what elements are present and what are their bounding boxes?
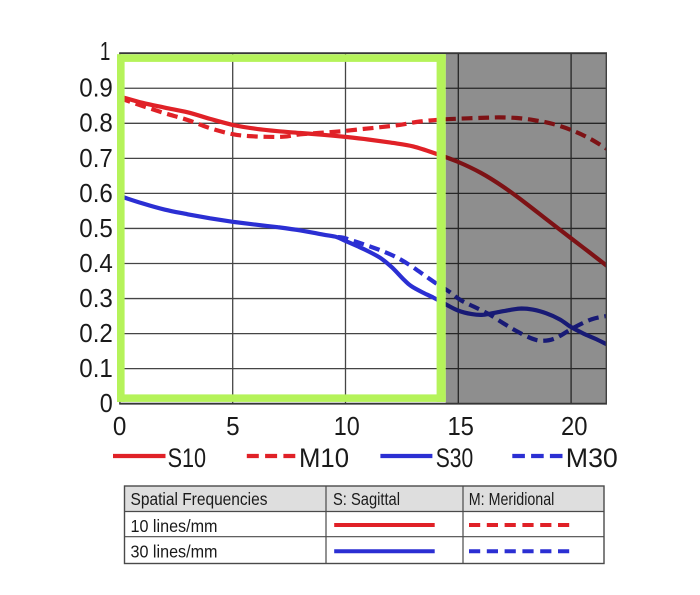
svg-text:15: 15 [447,411,474,441]
svg-text:0.9: 0.9 [79,73,113,103]
svg-text:10 lines/mm: 10 lines/mm [131,516,218,536]
svg-text:Spatial Frequencies: Spatial Frequencies [131,489,268,509]
svg-text:0.8: 0.8 [79,108,113,138]
svg-text:M10: M10 [299,442,349,473]
svg-text:0.4: 0.4 [79,248,113,278]
svg-text:20: 20 [561,411,588,441]
svg-text:5: 5 [226,411,240,441]
svg-text:0: 0 [100,388,113,418]
svg-text:M30: M30 [566,442,618,473]
svg-text:S10: S10 [168,442,207,473]
svg-text:S30: S30 [436,442,474,473]
svg-text:0.2: 0.2 [79,318,113,348]
svg-text:S: Sagittal: S: Sagittal [333,489,400,509]
svg-text:30 lines/mm: 30 lines/mm [131,541,218,561]
svg-text:0.6: 0.6 [79,178,113,208]
svg-text:0: 0 [113,411,127,441]
svg-text:0.7: 0.7 [79,143,113,173]
svg-text:0.5: 0.5 [79,213,113,243]
svg-text:M: Meridional: M: Meridional [469,489,555,509]
svg-text:10: 10 [334,411,360,441]
svg-text:1: 1 [100,36,111,66]
svg-text:0.1: 0.1 [79,353,113,383]
svg-text:0.3: 0.3 [79,283,113,313]
